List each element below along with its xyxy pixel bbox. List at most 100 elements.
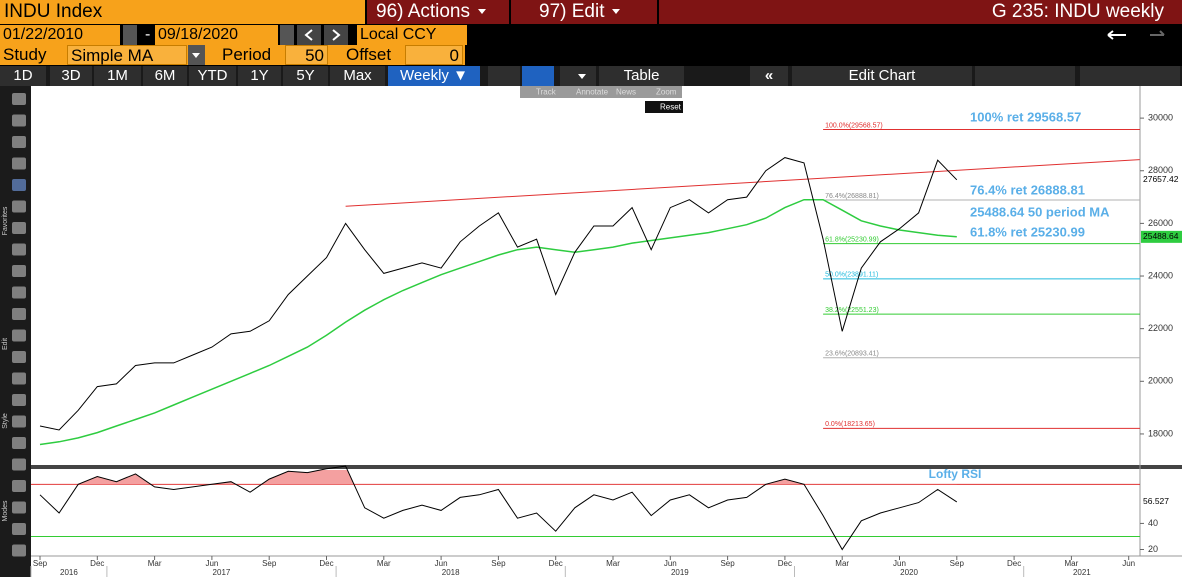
fib-label: 38.2%(22551.23) bbox=[825, 307, 879, 314]
edit-label: 97) Edit bbox=[539, 1, 605, 22]
tool-icon[interactable] bbox=[12, 372, 26, 385]
y-tick-label: 18000 bbox=[1148, 428, 1173, 438]
next-arrow bbox=[332, 29, 341, 41]
actions-label: 96) Actions bbox=[376, 1, 470, 22]
range-button[interactable]: YTD bbox=[189, 66, 236, 86]
x-tick-label: Sep bbox=[262, 559, 277, 568]
tool-icon[interactable] bbox=[12, 200, 26, 213]
tool-icon[interactable] bbox=[12, 93, 26, 105]
tool-icon[interactable] bbox=[12, 415, 26, 428]
tool-icon[interactable] bbox=[12, 265, 26, 277]
calendar-icon[interactable] bbox=[123, 25, 137, 45]
prev-button[interactable] bbox=[297, 25, 321, 45]
tool-icon[interactable] bbox=[12, 351, 26, 363]
dropdown-arrow bbox=[192, 53, 200, 59]
study-field[interactable]: Simple MA bbox=[67, 45, 187, 65]
range-button[interactable]: 5Y bbox=[283, 66, 328, 86]
collapse-button[interactable]: « bbox=[750, 66, 788, 86]
x-tick-label: Jun bbox=[205, 559, 218, 568]
fib-label: 0.0%(18213.65) bbox=[825, 421, 875, 428]
range-button[interactable]: 1Y bbox=[238, 66, 281, 86]
x-tick-label: Mar bbox=[1065, 559, 1079, 568]
actions-menu[interactable]: 96) Actions bbox=[368, 0, 511, 24]
tool-icon[interactable] bbox=[12, 523, 26, 535]
fib-label: 50.0%(23891.11) bbox=[825, 272, 878, 279]
tool-icon[interactable] bbox=[12, 501, 26, 514]
range-button[interactable]: 1D bbox=[0, 66, 46, 86]
chart: Reset Lofty RSI Track Annotate News Zoom Fav… bbox=[0, 86, 1182, 577]
x-tick-label: Jun bbox=[1122, 559, 1135, 568]
line-type-button[interactable] bbox=[488, 66, 520, 86]
currency[interactable]: Local CCY bbox=[357, 25, 467, 45]
ticker[interactable]: INDU Index bbox=[0, 0, 365, 24]
redo-icon[interactable] bbox=[1150, 30, 1165, 36]
end-date[interactable]: 09/18/2020 bbox=[155, 25, 278, 45]
period-field[interactable]: 50 bbox=[285, 45, 328, 65]
nav-arrows[interactable] bbox=[297, 25, 349, 45]
calendar-icon[interactable] bbox=[280, 25, 294, 45]
range-button[interactable]: 3D bbox=[50, 66, 92, 86]
settings-button[interactable] bbox=[1080, 66, 1180, 86]
edit-chart-button[interactable]: Edit Chart bbox=[792, 66, 972, 86]
tool-icon[interactable] bbox=[12, 243, 26, 256]
tool-icon[interactable] bbox=[12, 179, 26, 191]
edit-menu[interactable]: 97) Edit bbox=[513, 0, 659, 24]
date-dash: - bbox=[145, 26, 151, 43]
annotation: 25488.64 50 period MA bbox=[970, 204, 1110, 219]
tool-icon[interactable] bbox=[12, 480, 26, 492]
year-label: 2016 bbox=[60, 568, 78, 577]
tool-icon[interactable] bbox=[12, 136, 26, 148]
y-tick-label: 22000 bbox=[1148, 323, 1173, 333]
tool-icon[interactable] bbox=[12, 437, 26, 449]
plot-background bbox=[31, 86, 1182, 577]
overlay-label: Annotate bbox=[576, 88, 609, 97]
rsi-title: Lofty RSI bbox=[929, 467, 982, 481]
screen-name: G 235: INDU weekly bbox=[991, 1, 1164, 22]
annotation: 61.8% ret 25230.99 bbox=[970, 224, 1085, 239]
x-tick-label: Sep bbox=[720, 559, 735, 568]
x-tick-label: Dec bbox=[549, 559, 563, 568]
tool-icon[interactable] bbox=[12, 222, 26, 234]
range-button[interactable]: Max bbox=[330, 66, 385, 86]
y-tick-label: 24000 bbox=[1148, 270, 1173, 280]
x-tick-label: Mar bbox=[606, 559, 620, 568]
reset-button[interactable] bbox=[645, 101, 683, 113]
tool-icon[interactable] bbox=[12, 308, 26, 320]
tool-icon[interactable] bbox=[12, 157, 26, 170]
table-button[interactable]: Table bbox=[599, 66, 684, 86]
tool-icon[interactable] bbox=[12, 544, 26, 557]
year-label: 2017 bbox=[213, 568, 231, 577]
undo-redo[interactable] bbox=[1100, 27, 1175, 43]
start-date[interactable]: 01/22/2010 bbox=[0, 25, 120, 45]
ma-line bbox=[39, 198, 957, 446]
x-tick-label: Mar bbox=[148, 559, 162, 568]
side-label: Favorites bbox=[2, 206, 9, 235]
panel-divider bbox=[31, 465, 1182, 469]
undo-icon[interactable] bbox=[1107, 30, 1126, 40]
x-tick-label: Jun bbox=[435, 559, 448, 568]
tool-icon[interactable] bbox=[12, 394, 26, 406]
annotate-button[interactable] bbox=[975, 66, 1075, 86]
study-label: Study bbox=[3, 45, 47, 64]
study-dropdown[interactable] bbox=[188, 45, 205, 65]
offset-label: Offset bbox=[346, 45, 392, 64]
tool-icon[interactable] bbox=[12, 114, 26, 127]
annotation: 100% ret 29568.57 bbox=[970, 109, 1081, 124]
overlay-label: Zoom bbox=[656, 88, 677, 97]
range-button[interactable]: 6M bbox=[143, 66, 187, 86]
tool-icon[interactable] bbox=[12, 458, 26, 471]
x-tick-label: Sep bbox=[491, 559, 506, 568]
next-button[interactable] bbox=[324, 25, 348, 45]
tool-icon[interactable] bbox=[12, 329, 26, 342]
x-tick-label: Jun bbox=[664, 559, 677, 568]
dropdown-arrow bbox=[612, 9, 621, 15]
x-tick-label: Sep bbox=[950, 559, 965, 568]
type-dropdown[interactable] bbox=[560, 66, 596, 86]
offset-field[interactable]: 0 bbox=[405, 45, 463, 65]
range-button[interactable]: 1M bbox=[94, 66, 141, 86]
tool-icon[interactable] bbox=[12, 286, 26, 299]
frequency-button[interactable]: Weekly ▼ bbox=[388, 66, 480, 86]
year-label: 2019 bbox=[671, 568, 689, 577]
fib-label: 76.4%(26888.81) bbox=[825, 193, 879, 200]
bar-type-button[interactable] bbox=[522, 66, 554, 86]
